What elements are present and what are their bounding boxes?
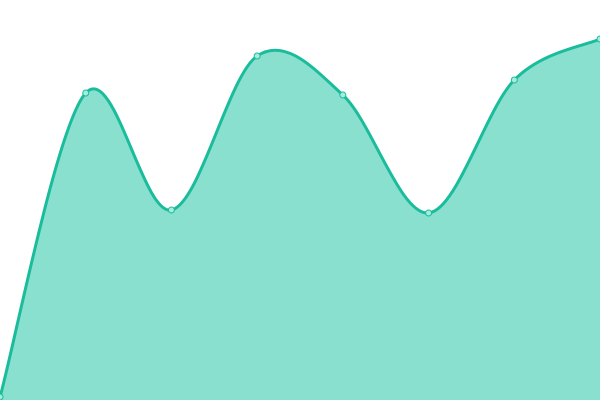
data-point-7 — [596, 35, 600, 43]
data-point-6 — [510, 76, 518, 84]
data-point-2 — [167, 206, 175, 214]
data-point-1 — [82, 89, 90, 97]
data-point-5 — [425, 209, 433, 217]
area-fill — [0, 39, 600, 400]
data-points — [0, 35, 600, 400]
data-point-4 — [339, 91, 347, 99]
data-point-3 — [253, 52, 261, 60]
data-point-0 — [0, 393, 4, 400]
